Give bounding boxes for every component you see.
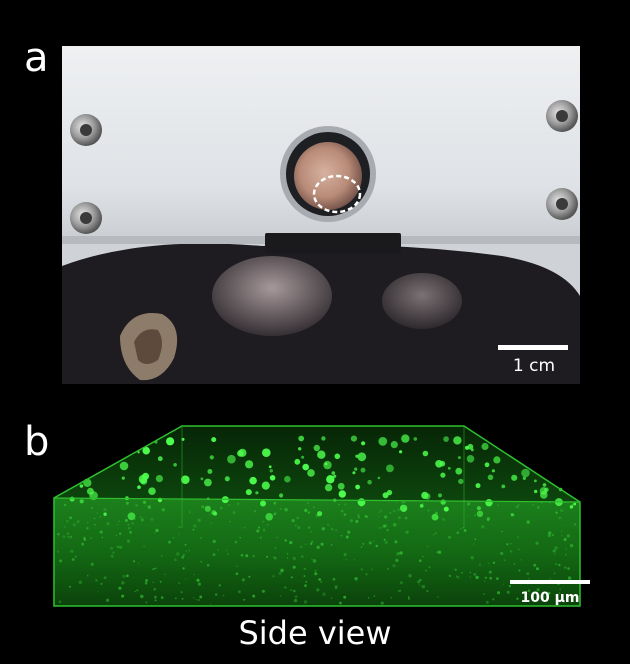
scale-bar-b <box>510 580 590 584</box>
panel-label-a: a <box>24 35 49 81</box>
scale-bar-a-label: 1 cm <box>512 356 556 376</box>
panel-b-caption: Side view <box>238 614 392 652</box>
panel-label-b: b <box>24 419 50 465</box>
fluorescence-volume-render <box>40 418 620 618</box>
scale-bar-b-label: 100 μm <box>520 590 580 606</box>
head-fixation-photo <box>62 46 580 384</box>
scale-bar-a <box>498 345 568 350</box>
